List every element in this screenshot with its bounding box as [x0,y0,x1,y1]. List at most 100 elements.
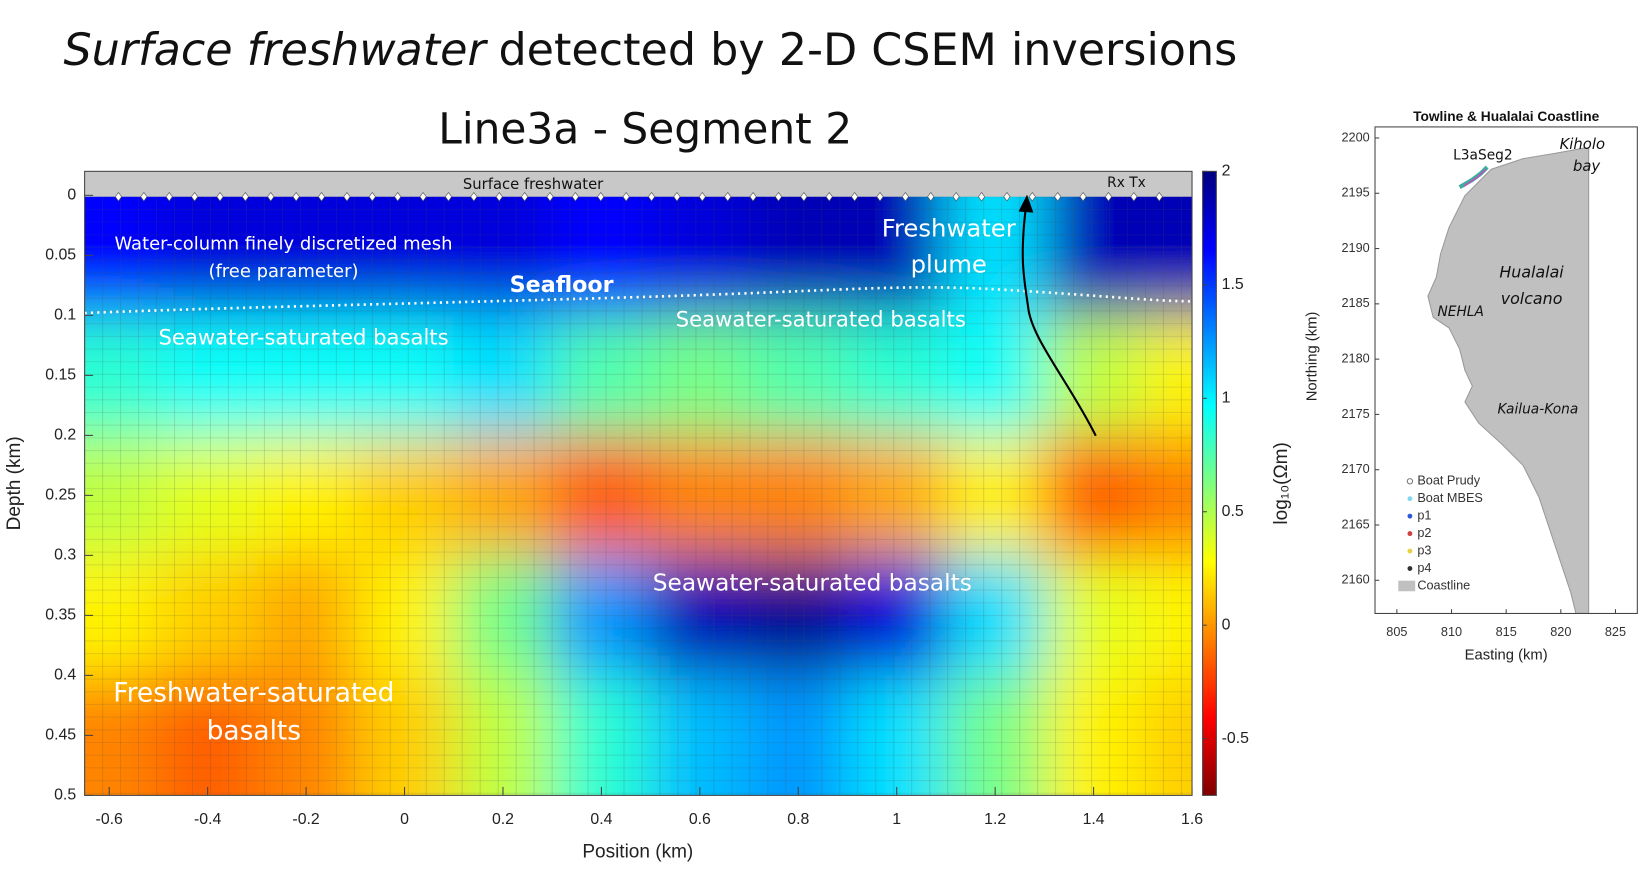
annotation: Water-column finely discretized mesh [114,233,452,254]
y-tick-label: 0.4 [54,667,76,684]
receiver [368,191,376,202]
map-annotation: Kiholo [1560,136,1605,153]
heat-cell [84,555,160,677]
map-y-tick-label: 2185 [1341,296,1369,310]
heat-cell [355,555,455,677]
receiver [241,191,249,202]
map-annotation: L3aSeg2 [1453,147,1513,163]
heat-cell [453,315,554,437]
annotation: Seawater-saturated basalts [653,569,972,596]
x-tick-label: 0.6 [689,811,711,828]
legend-label: Coastline [1417,578,1470,592]
receiver [191,191,199,202]
map-x-label: Easting (km) [1465,648,1548,664]
x-tick-label: -0.6 [96,811,124,828]
slide-title: Surface freshwater detected by 2-D CSEM i… [63,25,1237,76]
map-x-tick-label: 805 [1386,625,1407,639]
x-tick-label: 1.4 [1083,811,1105,828]
receiver [546,191,554,202]
receiver [1054,191,1062,202]
y-tick-label: 0.1 [54,307,76,324]
receiver [292,191,300,202]
y-tick-label: 0 [67,187,76,204]
legend-marker [1407,513,1413,519]
receiver [977,191,986,202]
colorbar-label: log₁₀(Ωm) [1271,442,1292,524]
heat-cell [355,435,455,557]
heat-cell [847,675,947,796]
y-tick-label: 0.2 [54,427,76,444]
heat-cell [1044,675,1144,796]
chart-title: Line3a - Segment 2 [438,105,852,154]
receiver [1104,191,1113,202]
receiver [216,191,224,202]
y-tick-label: 0.25 [45,487,76,504]
towline-track [1463,168,1487,187]
heat-cell [453,435,554,557]
annotation: Seafloor [510,272,614,298]
heat-cell [749,675,849,796]
heat-cell [256,675,357,796]
map-annotation: Hualalai [1499,262,1564,281]
receiver [1028,191,1036,202]
colorbar-tick-label: 0.5 [1222,503,1244,520]
heat-cell [847,315,947,437]
receiver [419,191,427,202]
heat-cell [650,315,751,437]
receivers [114,191,1163,202]
heat-cell [847,555,947,677]
x-tick-label: 1.6 [1181,811,1203,828]
receiver [571,191,579,202]
colorbar-tick-label: -0.5 [1222,730,1250,747]
title-rest: detected by 2-D CSEM inversions [498,25,1237,76]
receiver [521,191,529,202]
receiver [1003,191,1011,202]
map-x-tick-label: 810 [1441,625,1462,639]
heat-cell [453,555,554,677]
receiver [343,191,351,202]
map-x-tick-label: 820 [1550,625,1571,639]
legend-marker [1407,566,1413,571]
y-tick-label: 0.35 [45,607,76,624]
heat-cell [158,675,258,796]
receiver [749,191,757,202]
receiver [927,191,935,202]
receiver [851,191,859,202]
receiver [774,191,783,202]
receiver [952,191,960,202]
map-annotation: bay [1573,158,1600,175]
heat-cell [749,315,849,437]
heat-cell [256,555,357,677]
legend-label: p2 [1417,526,1431,540]
receiver [1155,191,1163,202]
map-annotation: volcano [1501,289,1563,308]
annotation: basalts [207,715,301,746]
receiver [876,191,884,202]
heat-cell [847,435,947,557]
heat-cell [945,675,1046,796]
legend-label: Boat Prudy [1417,474,1480,488]
annotation: Freshwater-saturated [113,677,394,708]
heat-cell [84,315,160,437]
receiver [140,191,148,202]
annotation: plume [911,249,987,278]
map-y-tick-label: 2190 [1341,241,1369,255]
receiver [1130,191,1138,202]
heat-cell [749,555,849,677]
receiver [800,191,808,202]
y-axis-label: Depth (km) [4,436,25,530]
heat-cell [552,675,652,796]
receiver [698,191,706,202]
heat-cell [84,675,160,796]
heat-cell [552,435,652,557]
receiver [673,191,681,202]
heat-cell [1044,315,1144,437]
heat-cell [256,315,357,437]
map-y-tick-label: 2170 [1341,462,1369,476]
receiver [901,191,909,202]
annotation: Seawater-saturated basalts [158,324,448,349]
heat-cell [355,675,455,796]
heat-cell [158,435,258,557]
legend-marker [1407,496,1413,502]
map-y-label: Northing (km) [1305,312,1321,402]
